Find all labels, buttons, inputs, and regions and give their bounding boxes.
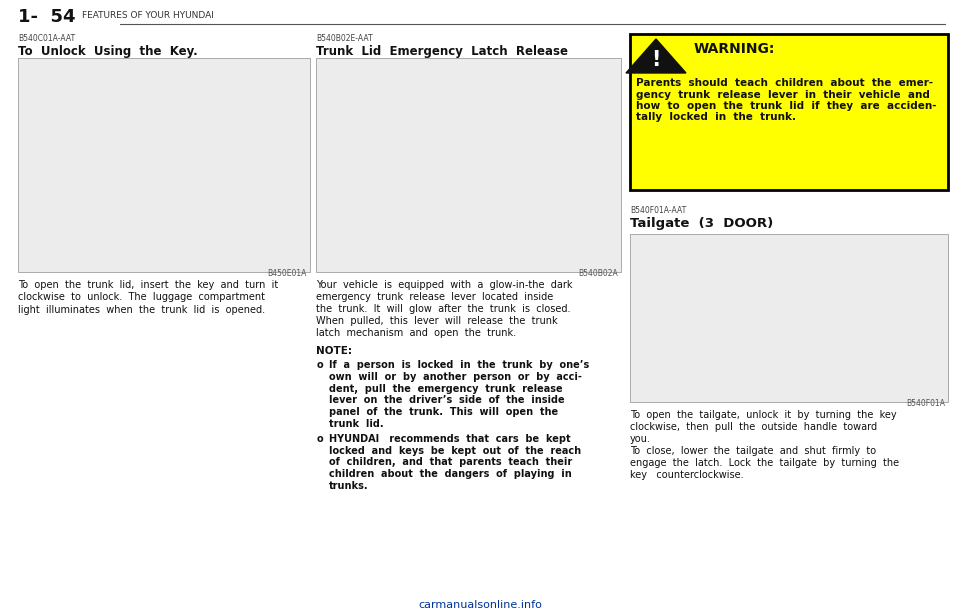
Text: B540F01A-AAT: B540F01A-AAT: [630, 206, 686, 215]
Text: the  trunk.  It  will  glow  after  the  trunk  is  closed.: the trunk. It will glow after the trunk …: [316, 304, 570, 314]
Text: B450E01A: B450E01A: [268, 269, 307, 278]
Text: lever  on  the  driver’s  side  of  the  inside: lever on the driver’s side of the inside: [329, 395, 564, 405]
Text: Tailgate  (3  DOOR): Tailgate (3 DOOR): [630, 217, 773, 230]
Polygon shape: [626, 39, 686, 73]
Text: !: !: [651, 50, 660, 70]
Text: clockwise,  then  pull  the  outside  handle  toward: clockwise, then pull the outside handle …: [630, 422, 877, 432]
Text: children  about  the  dangers  of  playing  in: children about the dangers of playing in: [329, 469, 572, 479]
Text: o: o: [317, 360, 324, 370]
Text: key   counterclockwise.: key counterclockwise.: [630, 470, 744, 480]
Text: clockwise  to  unlock.  The  luggage  compartment: clockwise to unlock. The luggage compart…: [18, 293, 265, 302]
Text: emergency  trunk  release  lever  located  inside: emergency trunk release lever located in…: [316, 292, 553, 302]
Text: B540B02E-AAT: B540B02E-AAT: [316, 34, 372, 43]
Text: B540B02A: B540B02A: [578, 269, 618, 278]
FancyBboxPatch shape: [630, 34, 948, 190]
Text: latch  mechanism  and  open  the  trunk.: latch mechanism and open the trunk.: [316, 328, 516, 338]
Text: To  open  the  tailgate,  unlock  it  by  turning  the  key: To open the tailgate, unlock it by turni…: [630, 410, 897, 420]
Text: light  illuminates  when  the  trunk  lid  is  opened.: light illuminates when the trunk lid is …: [18, 305, 265, 315]
FancyBboxPatch shape: [316, 58, 621, 272]
Text: Your  vehicle  is  equipped  with  a  glow-in-the  dark: Your vehicle is equipped with a glow-in-…: [316, 280, 572, 290]
Text: To  close,  lower  the  tailgate  and  shut  firmly  to: To close, lower the tailgate and shut fi…: [630, 446, 876, 456]
Text: WARNING:: WARNING:: [694, 42, 776, 56]
Text: engage  the  latch.  Lock  the  tailgate  by  turning  the: engage the latch. Lock the tailgate by t…: [630, 458, 900, 468]
FancyBboxPatch shape: [18, 58, 310, 272]
Text: trunk  lid.: trunk lid.: [329, 419, 384, 429]
Text: NOTE:: NOTE:: [316, 346, 352, 356]
Text: trunks.: trunks.: [329, 481, 369, 491]
Text: panel  of  the  trunk.  This  will  open  the: panel of the trunk. This will open the: [329, 407, 558, 417]
FancyBboxPatch shape: [630, 234, 948, 402]
Text: o: o: [317, 434, 324, 444]
Text: you.: you.: [630, 434, 651, 444]
Text: To  Unlock  Using  the  Key.: To Unlock Using the Key.: [18, 45, 198, 58]
Text: B540F01A: B540F01A: [906, 399, 945, 408]
Text: 1-  54: 1- 54: [18, 8, 76, 26]
Text: how  to  open  the  trunk  lid  if  they  are  acciden-: how to open the trunk lid if they are ac…: [636, 101, 937, 111]
Text: B540C01A-AAT: B540C01A-AAT: [18, 34, 75, 43]
Text: gency  trunk  release  lever  in  their  vehicle  and: gency trunk release lever in their vehic…: [636, 89, 930, 100]
Text: FEATURES OF YOUR HYUNDAI: FEATURES OF YOUR HYUNDAI: [82, 11, 214, 20]
Text: HYUNDAI   recommends  that  cars  be  kept: HYUNDAI recommends that cars be kept: [329, 434, 570, 444]
Text: Trunk  Lid  Emergency  Latch  Release: Trunk Lid Emergency Latch Release: [316, 45, 568, 58]
Text: own  will  or  by  another  person  or  by  acci-: own will or by another person or by acci…: [329, 372, 582, 382]
Text: To  open  the  trunk  lid,  insert  the  key  and  turn  it: To open the trunk lid, insert the key an…: [18, 280, 278, 290]
Text: Parents  should  teach  children  about  the  emer-: Parents should teach children about the …: [636, 78, 933, 88]
Text: When  pulled,  this  lever  will  release  the  trunk: When pulled, this lever will release the…: [316, 316, 558, 326]
Text: locked  and  keys  be  kept  out  of  the  reach: locked and keys be kept out of the reach: [329, 446, 581, 455]
Text: dent,  pull  the  emergency  trunk  release: dent, pull the emergency trunk release: [329, 384, 563, 394]
Text: of  children,  and  that  parents  teach  their: of children, and that parents teach thei…: [329, 457, 572, 468]
Text: carmanualsonline.info: carmanualsonline.info: [418, 600, 542, 610]
Text: If  a  person  is  locked  in  the  trunk  by  one’s: If a person is locked in the trunk by on…: [329, 360, 589, 370]
Text: tally  locked  in  the  trunk.: tally locked in the trunk.: [636, 113, 796, 122]
